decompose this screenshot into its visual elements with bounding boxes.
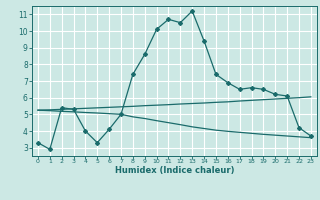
X-axis label: Humidex (Indice chaleur): Humidex (Indice chaleur)	[115, 166, 234, 175]
